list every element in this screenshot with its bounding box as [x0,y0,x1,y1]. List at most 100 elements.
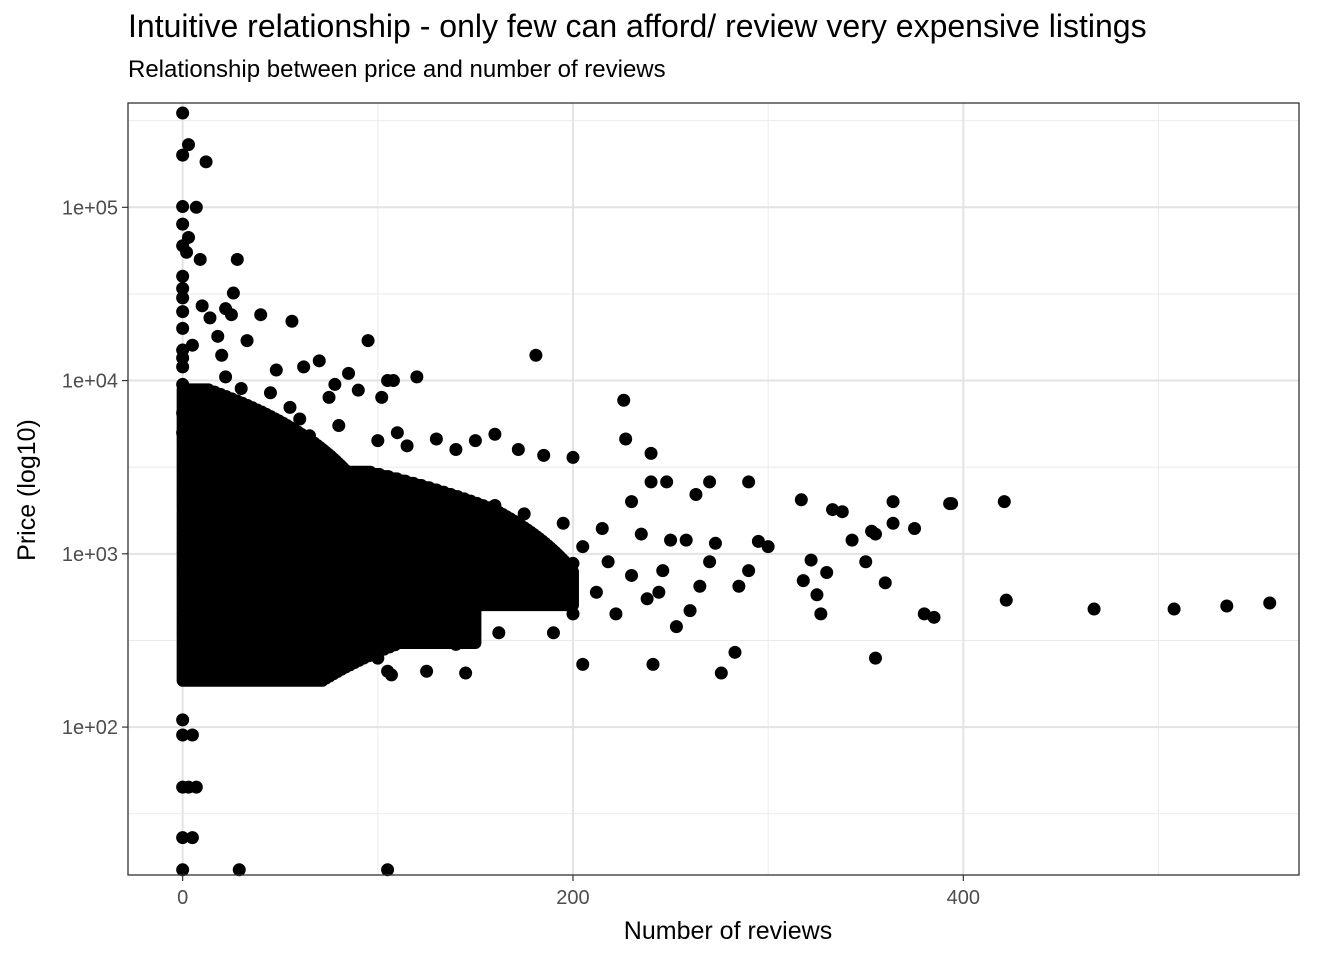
data-point [312,354,326,368]
y-tick-label: 1e+03 [62,544,118,566]
data-point [492,626,506,640]
data-point [193,252,207,266]
data-point [429,585,443,599]
data-point [429,432,443,446]
data-point [297,360,311,374]
data-point [232,863,246,877]
data-point [742,475,756,489]
data-points [176,106,1277,877]
x-tick-label: 200 [556,887,589,909]
data-point [835,505,849,519]
data-point [283,400,297,414]
data-point [342,585,356,599]
data-point [312,540,326,554]
data-point [342,366,356,380]
data-point [189,780,203,794]
data-point [999,593,1013,607]
data-point [619,432,633,446]
data-point [205,668,219,682]
data-point [332,419,346,433]
data-point [180,245,194,259]
data-point [176,360,190,374]
data-point [293,412,307,426]
data-point [361,334,375,348]
data-point [185,637,199,651]
chart-title: Intuitive relationship - only few can af… [128,8,1147,44]
data-point [886,516,900,530]
data-point [303,429,317,443]
data-point [400,533,414,547]
data-point [595,521,609,535]
data-point [195,516,209,530]
data-point [609,607,623,621]
data-point [375,390,389,404]
data-point [224,308,238,322]
data-point [439,516,453,530]
data-point [488,499,502,513]
data-point [1220,599,1234,613]
data-point [420,664,434,678]
data-point [176,426,190,440]
data-point [244,412,258,426]
data-point [997,495,1011,509]
data-point [176,713,190,727]
data-point [371,434,385,448]
data-point [199,155,213,169]
data-point [908,521,922,535]
data-point [254,308,268,322]
data-point [644,475,658,489]
data-point [511,443,525,457]
data-point [351,555,365,569]
data-point [203,311,217,325]
data-point [240,334,254,348]
data-point [488,427,502,441]
data-point [556,516,570,530]
data-point [804,553,818,567]
data-point [182,138,196,152]
data-point [303,651,317,665]
data-point [185,728,199,742]
data-point [945,497,959,511]
data-point [527,567,541,581]
data-point [478,566,492,580]
data-point [669,620,683,634]
data-point [689,487,703,501]
data-point [566,556,580,570]
data-point [652,585,666,599]
data-point [176,217,190,231]
data-point [640,592,654,606]
data-point [176,321,190,335]
y-axis-title: Price (log10) [13,419,41,561]
data-point [176,148,190,162]
data-point [529,348,543,362]
data-point [211,329,225,343]
data-point [361,507,375,521]
data-point [195,299,209,313]
data-point [714,666,728,680]
data-point [625,495,639,509]
data-point [459,527,473,541]
data-point [176,863,190,877]
data-point [410,370,424,384]
data-point [1263,596,1277,610]
data-point [537,448,551,462]
data-point [185,831,199,845]
data-point [244,579,258,593]
data-point [176,305,190,319]
data-point [371,651,385,665]
data-point [742,564,756,578]
data-point [498,547,512,561]
data-point [215,348,229,362]
data-point [185,338,199,352]
data-point [254,657,268,671]
data-point [180,564,194,578]
data-point [269,363,283,377]
data-point [576,657,590,671]
data-point [728,645,742,659]
data-point [693,579,707,593]
data-point [703,555,717,569]
data-point [400,439,414,453]
data-point [507,527,521,541]
y-tick-label: 1e+04 [62,371,118,393]
